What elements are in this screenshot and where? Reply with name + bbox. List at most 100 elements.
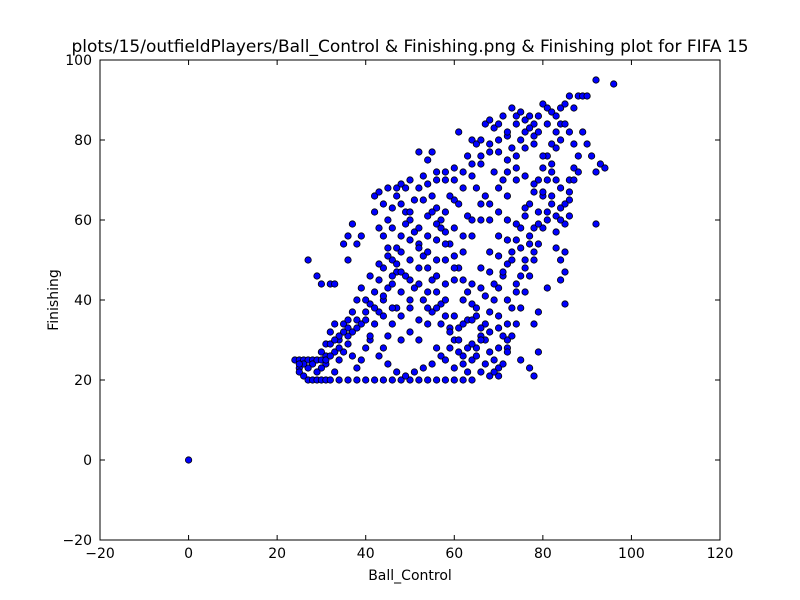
- data-point: [548, 108, 556, 116]
- data-point: [534, 128, 543, 136]
- data-point: [419, 172, 427, 180]
- data-point: [450, 364, 458, 372]
- data-point: [486, 348, 494, 356]
- data-point: [450, 176, 458, 184]
- data-point: [468, 316, 476, 324]
- data-point: [512, 120, 520, 128]
- data-point: [375, 352, 383, 360]
- data-point: [543, 176, 551, 184]
- data-point: [512, 112, 520, 120]
- data-point: [548, 192, 556, 200]
- data-point: [596, 160, 605, 168]
- data-point: [353, 296, 361, 304]
- data-point: [441, 376, 449, 384]
- data-point: [552, 244, 560, 252]
- x-tick-label: 80: [534, 546, 552, 562]
- data-point: [477, 264, 485, 272]
- data-point: [339, 240, 348, 248]
- data-point: [388, 376, 396, 384]
- data-point: [508, 256, 516, 264]
- data-point: [401, 184, 410, 192]
- data-point: [481, 192, 489, 200]
- data-point: [570, 164, 578, 172]
- data-point: [548, 168, 556, 176]
- data-point: [472, 312, 480, 320]
- data-point: [556, 184, 565, 192]
- data-point: [437, 300, 445, 308]
- data-point: [494, 364, 503, 372]
- data-point: [441, 280, 449, 288]
- data-point: [348, 352, 356, 360]
- data-point: [503, 348, 511, 356]
- data-point: [410, 368, 418, 376]
- data-point: [477, 160, 485, 168]
- data-point: [548, 200, 556, 208]
- data-point: [388, 280, 396, 288]
- data-point: [424, 156, 432, 164]
- data-point: [525, 124, 534, 132]
- data-point: [539, 164, 547, 172]
- data-point: [512, 288, 520, 296]
- data-point: [450, 252, 458, 260]
- y-tick-label: 60: [74, 213, 92, 229]
- data-point: [428, 276, 436, 284]
- data-point: [344, 324, 352, 332]
- data-point: [503, 296, 511, 304]
- data-point: [521, 212, 529, 220]
- data-point: [521, 256, 529, 264]
- data-point: [428, 308, 436, 316]
- data-point: [499, 176, 507, 184]
- data-point: [450, 196, 458, 204]
- data-point: [441, 168, 449, 176]
- data-point: [455, 336, 463, 344]
- data-point: [357, 232, 365, 240]
- data-point: [446, 328, 454, 336]
- x-tick-label: 100: [618, 546, 645, 562]
- data-point: [552, 212, 560, 220]
- data-point: [543, 216, 551, 224]
- data-point: [512, 152, 520, 160]
- data-point: [530, 320, 538, 328]
- data-point: [565, 128, 574, 136]
- data-point: [472, 304, 480, 312]
- data-point: [459, 360, 467, 368]
- data-point: [530, 224, 538, 232]
- data-point: [459, 276, 467, 284]
- data-point: [490, 168, 498, 176]
- data-point: [468, 300, 476, 308]
- data-point: [503, 260, 511, 268]
- data-point: [410, 228, 418, 236]
- data-point: [459, 320, 467, 328]
- data-point: [326, 328, 334, 336]
- data-point: [592, 76, 600, 84]
- data-point: [556, 216, 565, 224]
- data-point: [388, 224, 396, 232]
- data-point: [397, 248, 405, 256]
- data-point: [463, 368, 472, 376]
- data-point: [393, 260, 401, 268]
- data-point: [384, 332, 392, 340]
- data-point: [570, 140, 578, 148]
- data-point: [530, 140, 538, 148]
- data-point: [308, 360, 317, 368]
- data-point: [539, 100, 547, 108]
- data-point: [477, 152, 485, 160]
- x-tick-label: 120: [707, 546, 734, 562]
- data-point: [539, 224, 547, 232]
- data-point: [508, 332, 516, 340]
- data-point: [300, 372, 308, 380]
- data-point: [295, 368, 303, 376]
- data-point: [370, 320, 379, 328]
- data-point: [490, 124, 498, 132]
- data-point: [388, 272, 396, 280]
- data-point: [331, 348, 339, 356]
- data-point: [441, 312, 449, 320]
- data-point: [379, 232, 387, 240]
- data-point: [313, 272, 321, 280]
- data-point: [610, 80, 618, 88]
- x-tick-label: −20: [85, 546, 115, 562]
- data-point: [521, 288, 529, 296]
- data-point: [565, 188, 574, 196]
- data-point: [441, 256, 449, 264]
- data-point: [424, 248, 432, 256]
